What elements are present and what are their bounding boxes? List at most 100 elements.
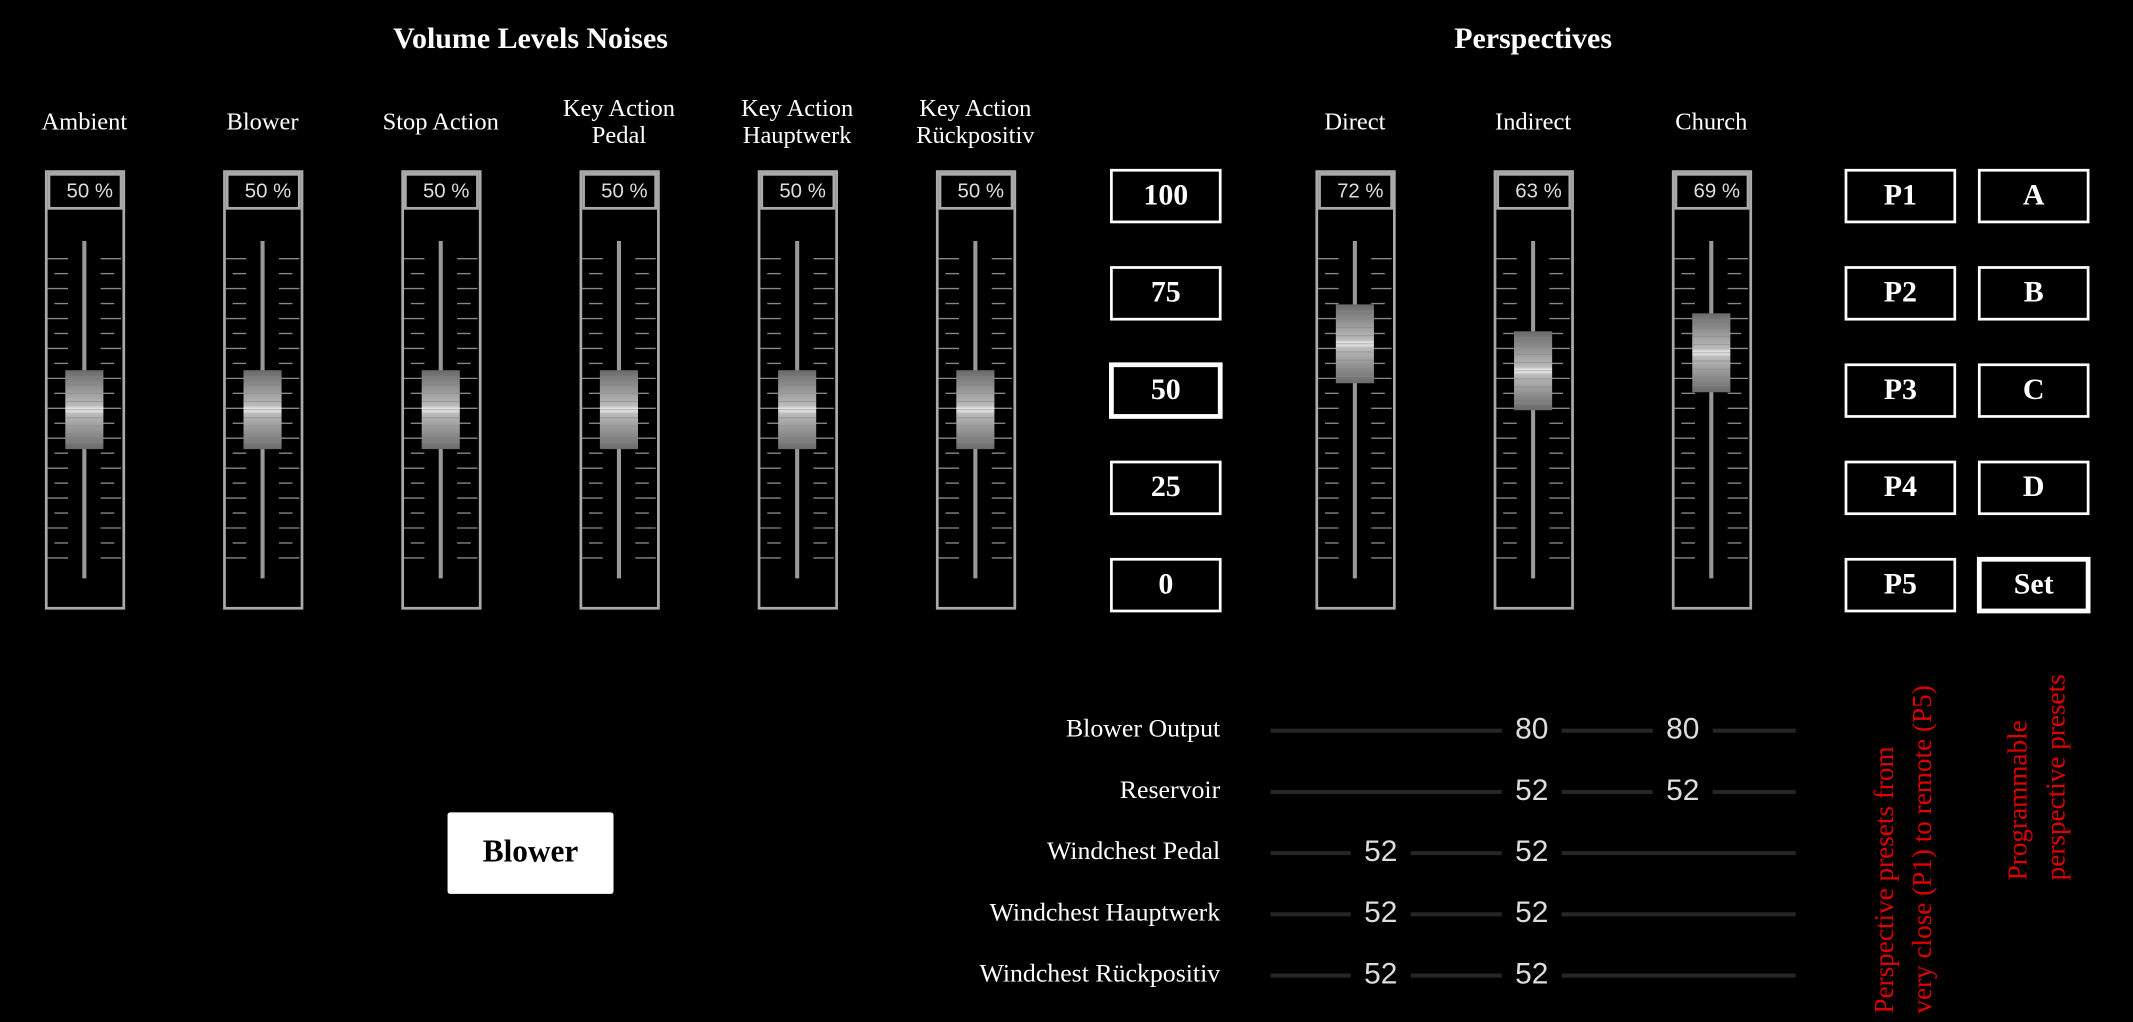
- fader-value: 50 %: [423, 180, 469, 202]
- preset-button[interactable]: 100: [1110, 168, 1222, 224]
- fader-label: Indirect: [1495, 109, 1571, 136]
- button-label: 50: [1151, 373, 1181, 406]
- value-box: [1674, 172, 1750, 210]
- value-backdrop: [1501, 896, 1562, 933]
- wind-value: 52: [1364, 896, 1397, 929]
- button-frame: [1844, 557, 1957, 613]
- value-box: [1496, 172, 1572, 210]
- fader-label: Ambient: [42, 109, 128, 136]
- fader[interactable]: Indirect 63 %: [1493, 109, 1574, 610]
- button-frame: [1844, 266, 1957, 321]
- button-frame: [1977, 266, 2090, 321]
- preset-button[interactable]: P1: [1844, 168, 1957, 224]
- button-label: P1: [1884, 178, 1917, 211]
- preset-button[interactable]: B: [1977, 266, 2090, 321]
- wind-value: 80: [1666, 713, 1699, 746]
- button-frame: [1110, 460, 1222, 516]
- button-frame: [1977, 363, 2090, 418]
- fader-label: Key Action: [919, 95, 1031, 122]
- fader-value: 63 %: [1515, 180, 1561, 202]
- button-label: 75: [1151, 276, 1181, 309]
- fader-frame: [401, 170, 482, 610]
- button-frame: [1844, 460, 1957, 516]
- fader[interactable]: Direct 72 %: [1315, 109, 1396, 610]
- preset-button[interactable]: 25: [1110, 460, 1222, 516]
- button-label: P2: [1884, 276, 1917, 309]
- fader-label: Stop Action: [383, 109, 499, 136]
- preset-button[interactable]: P4: [1844, 460, 1957, 516]
- preset-button[interactable]: P2: [1844, 266, 1957, 321]
- preset-button[interactable]: P3: [1844, 363, 1957, 418]
- fader-frame: [1493, 170, 1574, 610]
- value-box: [760, 172, 836, 210]
- button-frame: [1110, 168, 1222, 224]
- fader-frame: [757, 170, 838, 610]
- button-label: 0: [1158, 567, 1173, 600]
- value-backdrop: [1652, 774, 1713, 810]
- button-label: P4: [1884, 470, 1917, 503]
- fader[interactable]: Stop Action 50 %: [383, 109, 499, 610]
- fader[interactable]: Blower 50 %: [223, 109, 304, 610]
- button-frame: [1844, 168, 1957, 224]
- button-label: 25: [1151, 470, 1181, 503]
- fader-frame: [1315, 170, 1396, 610]
- fader-frame: [223, 170, 304, 610]
- wind-value: 80: [1515, 713, 1548, 746]
- button-frame: [1976, 556, 2091, 614]
- button-label: D: [2023, 470, 2045, 503]
- fader[interactable]: Church 69 %: [1671, 109, 1753, 610]
- annotation: very close (P1) to remote (P5): [1907, 685, 1937, 1013]
- button-frame: [1844, 363, 1957, 418]
- value-backdrop: [1501, 835, 1562, 871]
- button-face: [447, 812, 614, 894]
- wind-value: 52: [1515, 774, 1548, 807]
- button-label: B: [2024, 276, 2044, 309]
- wind-label: Reservoir: [1120, 775, 1221, 804]
- value-box: [225, 172, 301, 210]
- button-frame: [1110, 266, 1222, 321]
- wind-label: Windchest Pedal: [1047, 836, 1220, 865]
- preset-button[interactable]: 0: [1110, 557, 1222, 613]
- fader[interactable]: Ambient 50 %: [42, 109, 128, 610]
- preset-button[interactable]: 75: [1110, 266, 1222, 321]
- button-label: P5: [1884, 567, 1917, 600]
- blower-button[interactable]: Blower: [447, 812, 614, 894]
- value-backdrop: [1501, 774, 1562, 810]
- value-box: [938, 172, 1014, 210]
- preset-button[interactable]: C: [1977, 363, 2090, 418]
- annotation: perspective presets: [2040, 674, 2070, 880]
- wind-label: Blower Output: [1066, 714, 1221, 743]
- fader-frame: [1671, 170, 1753, 610]
- wind-value: 52: [1515, 896, 1548, 929]
- button-label: P3: [1884, 373, 1917, 406]
- section-title: Volume Levels Noises: [393, 22, 668, 55]
- fader-value: 69 %: [1693, 180, 1739, 202]
- value-backdrop: [1350, 835, 1411, 871]
- button-label: C: [2023, 373, 2045, 406]
- fader-label: Blower: [227, 109, 299, 136]
- wind-value: 52: [1515, 835, 1548, 868]
- fader-value: 50 %: [958, 180, 1004, 202]
- button-label: A: [2023, 178, 2045, 211]
- preset-button[interactable]: D: [1977, 460, 2090, 516]
- wind-label: Windchest Hauptwerk: [990, 897, 1221, 926]
- fader-value: 50 %: [779, 180, 825, 202]
- preset-button[interactable]: A: [1977, 168, 2090, 224]
- button-label: 100: [1143, 178, 1188, 211]
- wind-value: 52: [1364, 957, 1397, 990]
- fader-frame: [44, 170, 126, 610]
- value-box: [47, 172, 123, 210]
- section-title: Perspectives: [1454, 22, 1612, 55]
- preset-button[interactable]: Set: [1976, 556, 2091, 614]
- preset-button[interactable]: P5: [1844, 557, 1957, 613]
- button-frame: [1977, 168, 2090, 224]
- value-backdrop: [1350, 957, 1411, 994]
- fader-label: Rückpositiv: [916, 122, 1035, 149]
- button-frame: [1109, 362, 1223, 419]
- value-box: [1318, 172, 1393, 210]
- preset-button[interactable]: 50: [1109, 362, 1223, 419]
